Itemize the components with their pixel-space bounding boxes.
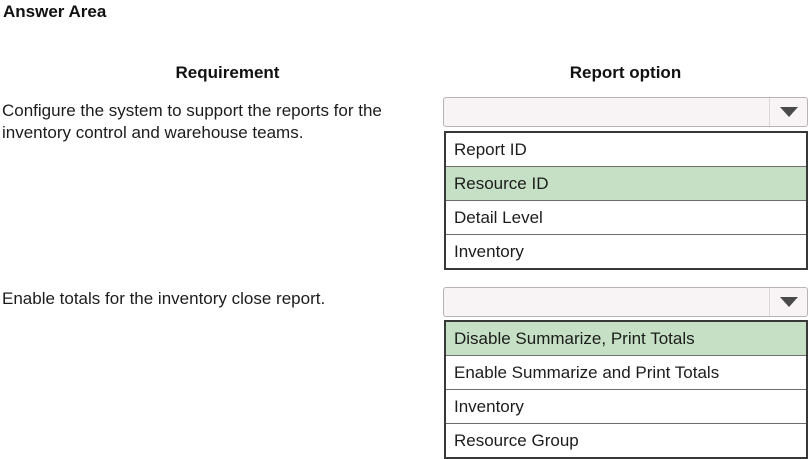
list-item[interactable]: Resource ID: [446, 166, 806, 200]
requirement-text-1: Configure the system to support the repo…: [2, 101, 382, 142]
caret-down-icon: [779, 297, 798, 307]
list-item[interactable]: Resource Group: [446, 423, 806, 457]
list-item[interactable]: Inventory: [446, 389, 806, 423]
list-item[interactable]: Detail Level: [446, 200, 806, 234]
list-item[interactable]: Enable Summarize and Print Totals: [446, 355, 806, 389]
column-header-requirement: Requirement: [175, 63, 280, 82]
answer-area-title: Answer Area: [3, 2, 107, 21]
report-option-dropdown-1[interactable]: [443, 97, 808, 127]
dropdown-arrow-button[interactable]: [769, 98, 807, 126]
options-list-1: Report ID Resource ID Detail Level Inven…: [444, 131, 808, 270]
report-option-dropdown-2[interactable]: [443, 287, 808, 317]
list-item[interactable]: Disable Summarize, Print Totals: [446, 322, 806, 355]
column-header-report-option: Report option: [569, 63, 682, 82]
dropdown-arrow-button[interactable]: [769, 288, 807, 316]
caret-down-icon: [779, 107, 798, 117]
options-list-2: Disable Summarize, Print Totals Enable S…: [444, 320, 808, 459]
list-item[interactable]: Inventory: [446, 234, 806, 268]
dropdown-selected-value: [444, 288, 769, 316]
dropdown-selected-value: [444, 98, 769, 126]
list-item[interactable]: Report ID: [446, 133, 806, 166]
requirement-text-2: Enable totals for the inventory close re…: [2, 289, 326, 308]
